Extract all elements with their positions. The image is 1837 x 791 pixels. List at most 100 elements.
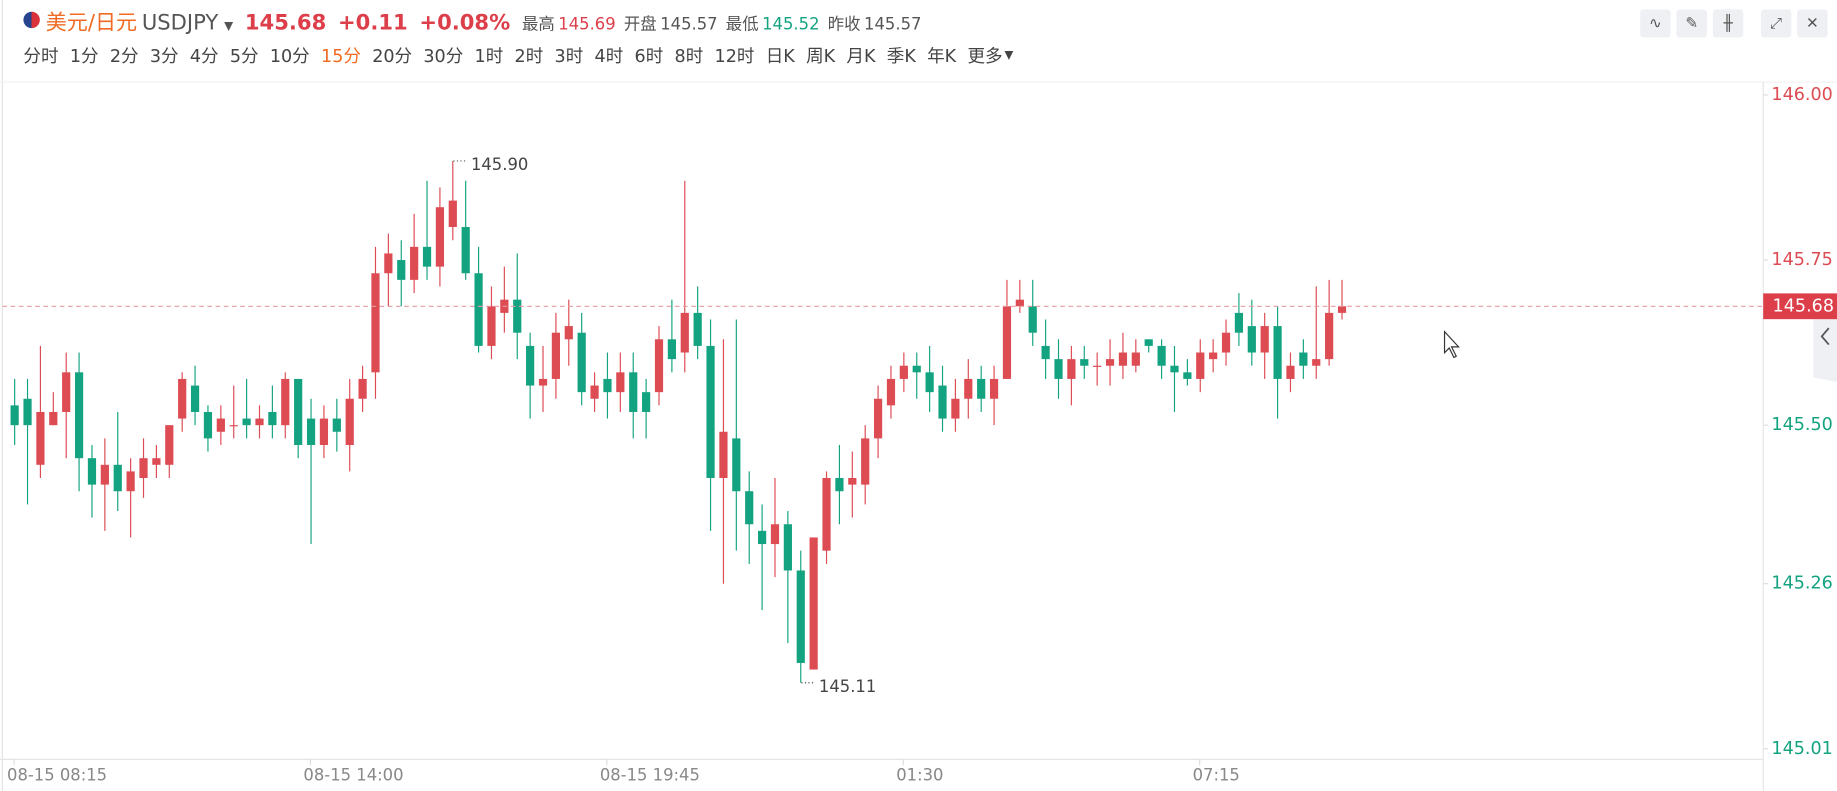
candle-body bbox=[345, 398, 354, 445]
period-tab[interactable]: 2时 bbox=[514, 45, 544, 67]
candle-body bbox=[732, 438, 741, 492]
candle-body bbox=[925, 372, 934, 393]
candle-body bbox=[281, 378, 290, 426]
candle-body bbox=[1118, 352, 1128, 366]
period-tab[interactable]: 4分 bbox=[189, 45, 219, 67]
period-tab[interactable]: 15分 bbox=[321, 45, 361, 67]
candle-body bbox=[62, 372, 71, 412]
indicator-button[interactable]: ∿ bbox=[1640, 9, 1671, 38]
candle-body bbox=[74, 372, 84, 459]
candle-body bbox=[1221, 332, 1231, 353]
x-tick-label: 08-15 19:45 bbox=[600, 765, 700, 784]
symbol[interactable]: USDJPY bbox=[141, 10, 219, 36]
candle-body bbox=[1299, 352, 1308, 366]
x-tick-label: 08-15 14:00 bbox=[303, 765, 403, 784]
candle-body bbox=[693, 312, 702, 346]
period-tab[interactable]: 更多 bbox=[967, 45, 1003, 67]
mouse-cursor bbox=[1443, 330, 1460, 359]
toolbar: ∿ ✎ ╫ ⤢ ✕ bbox=[1634, 9, 1828, 38]
period-tab[interactable]: 2分 bbox=[109, 45, 139, 67]
last-price-box bbox=[1763, 293, 1837, 320]
y-tick-label: 145.50 bbox=[1771, 415, 1832, 435]
period-tab[interactable]: 4时 bbox=[594, 45, 624, 67]
candle-body bbox=[384, 253, 393, 274]
period-tab[interactable]: 1分 bbox=[69, 45, 99, 67]
y-tick-label: 145.75 bbox=[1771, 250, 1832, 270]
symbol-dropdown[interactable]: ▼ bbox=[224, 19, 234, 33]
candle-body bbox=[1105, 359, 1115, 366]
period-tab[interactable]: 周K bbox=[806, 45, 836, 67]
candle-body bbox=[680, 312, 689, 353]
more-caret[interactable]: ▾ bbox=[1004, 43, 1014, 65]
period-tab[interactable]: 3分 bbox=[149, 45, 179, 67]
period-tab[interactable]: 分时 bbox=[23, 45, 59, 67]
candle-body bbox=[1157, 345, 1166, 366]
candle-body bbox=[706, 345, 715, 479]
price: 145.68 bbox=[244, 10, 327, 36]
candle-body bbox=[719, 431, 728, 479]
candle-body bbox=[989, 378, 999, 399]
period-tab[interactable]: 6时 bbox=[634, 45, 664, 67]
period-tab[interactable]: 20分 bbox=[372, 45, 413, 67]
candle-body bbox=[1093, 365, 1102, 367]
candle-body bbox=[796, 570, 805, 663]
period-tab[interactable]: 12时 bbox=[714, 45, 755, 67]
candle-body bbox=[87, 458, 97, 485]
candle-body bbox=[590, 385, 599, 399]
annotation-label: 145.90 bbox=[471, 155, 528, 174]
annotation-label: 145.11 bbox=[819, 677, 876, 696]
stat-value: 145.52 bbox=[762, 15, 820, 34]
candle-body bbox=[809, 537, 818, 670]
candle-body bbox=[410, 246, 419, 280]
period-tab[interactable]: 3时 bbox=[554, 45, 584, 67]
candle-body bbox=[1067, 359, 1076, 379]
chart-type-button[interactable]: ╫ bbox=[1712, 9, 1744, 38]
stat-label: 最高 bbox=[521, 15, 555, 34]
candle-body bbox=[1325, 312, 1334, 360]
candle-body bbox=[1054, 359, 1063, 379]
candle-body bbox=[474, 273, 483, 346]
period-tab[interactable]: 30分 bbox=[423, 45, 464, 67]
candle-body bbox=[371, 273, 380, 373]
flag-icon bbox=[23, 11, 40, 29]
candle-body bbox=[886, 378, 896, 406]
candle-body bbox=[178, 378, 187, 419]
candle-body bbox=[1170, 365, 1179, 373]
fullscreen-button[interactable]: ⤢ bbox=[1760, 9, 1792, 38]
candle-body bbox=[1312, 359, 1321, 366]
candle-body bbox=[294, 378, 303, 445]
candle-body bbox=[770, 524, 780, 545]
period-tab[interactable]: 5分 bbox=[229, 45, 259, 67]
candle-body bbox=[1015, 299, 1024, 307]
period-tab[interactable]: 1时 bbox=[474, 45, 504, 67]
candle-body bbox=[113, 464, 122, 492]
collapse-tab[interactable] bbox=[1813, 314, 1837, 383]
candle-body bbox=[1286, 365, 1295, 379]
period-tab[interactable]: 8时 bbox=[674, 45, 704, 67]
period-bar: 分时 1分 2分 3分 4分 5分 10分 15分 20分 30分 1时 2时 3时 4时 6时 8时 12时日… bbox=[23, 43, 1024, 68]
candle-body bbox=[1028, 306, 1037, 333]
candle-body bbox=[551, 332, 561, 379]
close-button[interactable]: ✕ bbox=[1797, 9, 1828, 38]
x-tick-label: 08-15 08:15 bbox=[7, 765, 107, 784]
candle-body bbox=[964, 378, 973, 399]
period-tab[interactable]: 月K bbox=[846, 45, 876, 67]
draw-button[interactable]: ✎ bbox=[1676, 9, 1707, 38]
candle-body bbox=[152, 458, 161, 465]
candle-body bbox=[216, 418, 225, 432]
header: 美元/日元 USDJPY ▼ 145.68 +0.11 +0.08% 最高 145… bbox=[23, 6, 929, 36]
period-tab[interactable]: 10分 bbox=[269, 45, 310, 67]
last-price-label: 145.68 bbox=[1773, 296, 1834, 316]
period-tab[interactable]: 年K bbox=[927, 45, 957, 67]
period-tab[interactable]: 季K bbox=[886, 45, 916, 67]
candle-body bbox=[1041, 345, 1050, 360]
collapse-icon[interactable] bbox=[1820, 327, 1830, 346]
candle-body bbox=[229, 425, 238, 427]
candle-body bbox=[1247, 326, 1256, 353]
candle-body bbox=[1183, 372, 1192, 379]
candle-body bbox=[667, 339, 676, 360]
candle-body bbox=[861, 438, 870, 485]
candle-body bbox=[654, 339, 664, 393]
period-tab[interactable]: 日K bbox=[765, 45, 795, 67]
